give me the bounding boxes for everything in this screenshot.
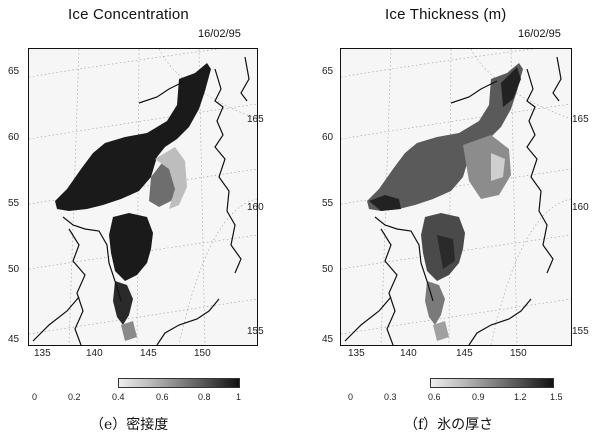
colorbar-label: 0.9 xyxy=(472,392,485,402)
colorbar-label: 0.4 xyxy=(112,392,125,402)
lon-tick: 150 xyxy=(510,348,527,359)
lat-tick: 55 xyxy=(322,198,334,209)
colorbar-label: 1 xyxy=(236,392,242,402)
right-lon-tick: 155 xyxy=(247,326,264,337)
colorbar-label: 0.6 xyxy=(428,392,441,402)
colorbar-label: 0 xyxy=(32,392,38,402)
thickness-colorbar xyxy=(430,378,554,388)
left-caption: （e）密接度 xyxy=(90,417,169,433)
left-panel-title: Ice Concentration xyxy=(68,6,189,23)
lat-tick: 45 xyxy=(322,334,334,345)
lon-tick: 140 xyxy=(86,348,103,359)
lat-tick: 60 xyxy=(322,132,334,143)
lon-tick: 145 xyxy=(456,348,473,359)
colorbar-label: 0.2 xyxy=(68,392,81,402)
lat-tick: 60 xyxy=(8,132,20,143)
lat-tick: 55 xyxy=(8,198,20,209)
lat-tick: 50 xyxy=(322,264,334,275)
right-panel-title: Ice Thickness (m) xyxy=(385,6,507,23)
concentration-colorbar xyxy=(118,378,240,388)
colorbar-label: 0 xyxy=(348,392,354,402)
colorbar-label: 0.8 xyxy=(198,392,211,402)
lat-tick: 65 xyxy=(322,66,334,77)
ice-concentration-map xyxy=(28,48,258,346)
lat-tick: 50 xyxy=(8,264,20,275)
lon-tick: 140 xyxy=(400,348,417,359)
lon-tick: 135 xyxy=(348,348,365,359)
right-lon-tick: 165 xyxy=(572,114,589,125)
right-lon-tick: 160 xyxy=(247,202,264,213)
colorbar-label: 1.2 xyxy=(514,392,527,402)
colorbar-label: 1.5 xyxy=(550,392,563,402)
lat-tick: 65 xyxy=(8,66,20,77)
lon-tick: 135 xyxy=(34,348,51,359)
right-lon-tick: 160 xyxy=(572,202,589,213)
right-lon-tick: 165 xyxy=(247,114,264,125)
left-panel-date: 16/02/95 xyxy=(198,28,241,40)
colorbar-label: 0.3 xyxy=(384,392,397,402)
lon-tick: 150 xyxy=(194,348,211,359)
right-caption: （f）氷の厚さ xyxy=(404,417,494,433)
lat-tick: 45 xyxy=(8,334,20,345)
right-panel-date: 16/02/95 xyxy=(518,28,561,40)
lon-tick: 145 xyxy=(140,348,157,359)
right-lon-tick: 155 xyxy=(572,326,589,337)
colorbar-label: 0.6 xyxy=(156,392,169,402)
ice-thickness-map xyxy=(340,48,572,346)
